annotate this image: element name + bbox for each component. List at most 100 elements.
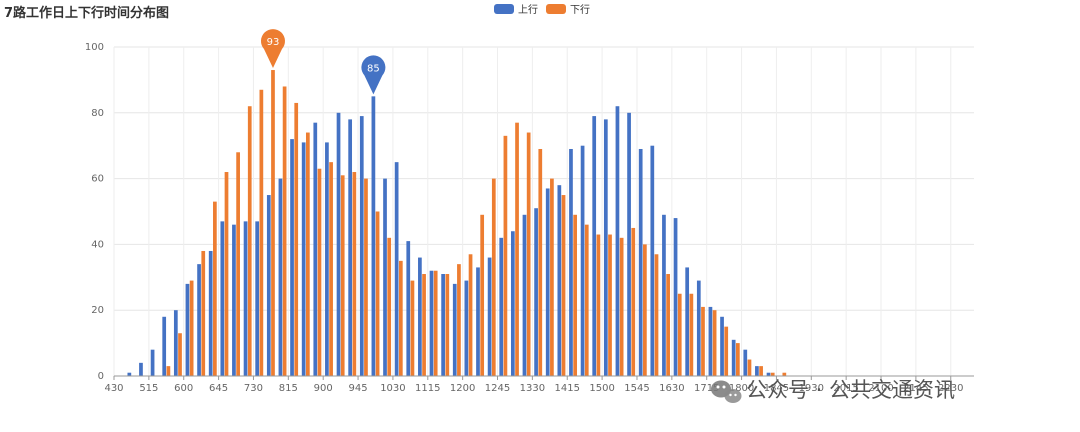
bar-down-1545 <box>643 244 647 376</box>
x-tick-label: 2230 <box>938 383 963 394</box>
bar-down-1630 <box>677 293 682 376</box>
bar-up-600 <box>185 283 190 376</box>
bar-up-1230 <box>487 257 492 376</box>
bar-down-830 <box>305 132 310 376</box>
markers-group: 93 85 <box>260 29 386 95</box>
watermark: 公众号 · 公共交通资讯 <box>711 378 955 403</box>
bar-up-1345 <box>545 188 550 376</box>
bar-down-1115 <box>433 270 438 376</box>
x-tick-label: 900 <box>314 383 333 394</box>
bar-up-500 <box>139 362 143 376</box>
marker-label: 93 <box>267 37 280 48</box>
bar-up-1315 <box>522 214 527 376</box>
legend-swatch <box>494 4 514 14</box>
bar-down-1715 <box>712 310 717 376</box>
y-tick-label: 80 <box>91 108 104 119</box>
x-tick-label: 600 <box>174 383 193 394</box>
bar-up-645 <box>220 221 225 376</box>
bar-down-1730 <box>724 326 729 376</box>
bar-up-1130 <box>441 274 445 376</box>
bars-group <box>127 70 787 377</box>
bar-down-1445 <box>596 234 601 376</box>
x-tick-label: 1115 <box>415 383 440 394</box>
bar-up-615 <box>197 264 201 376</box>
bar-down-1700 <box>701 306 705 376</box>
bar-down-1130 <box>445 274 450 376</box>
bar-up-1000 <box>371 96 376 376</box>
bar-down-1100 <box>422 274 426 376</box>
x-tick-label: 1500 <box>589 383 614 394</box>
bar-down-1830 <box>770 372 775 376</box>
x-tick-label: 430 <box>104 383 123 394</box>
wechat-icon <box>711 380 742 403</box>
bar-down-1145 <box>457 264 461 376</box>
bar-up-1115 <box>429 270 434 376</box>
legend-label: 上行 <box>518 3 538 16</box>
bar-down-1315 <box>526 132 531 376</box>
bar-up-445 <box>127 372 132 376</box>
bar-down-815 <box>294 102 299 377</box>
bar-up-1645 <box>685 267 690 376</box>
bar-up-1500 <box>603 119 608 376</box>
bar-up-815 <box>290 139 294 376</box>
bar-up-1515 <box>615 106 620 376</box>
bar-up-1215 <box>476 267 480 376</box>
bar-up-1530 <box>627 112 631 377</box>
bar-down-1515 <box>619 237 624 376</box>
bar-up-1300 <box>510 231 515 376</box>
bar-down-800 <box>282 86 287 376</box>
x-tick-label: 1715 <box>694 383 719 394</box>
bar-down-1600 <box>654 254 659 376</box>
bar-down-1615 <box>666 274 670 376</box>
bar-up-1830 <box>766 372 771 376</box>
bar-up-1415 <box>569 148 573 376</box>
bar-up-515 <box>150 349 155 376</box>
bar-down-915 <box>340 175 345 376</box>
x-tick-label: 1330 <box>520 383 545 394</box>
marker-pin-1000 <box>361 55 386 95</box>
bar-up-1245 <box>499 237 504 376</box>
grid-lines <box>113 46 974 377</box>
y-tick-label: 100 <box>85 42 104 53</box>
bar-down-1030 <box>398 260 403 376</box>
x-tick-label: 1415 <box>555 383 580 394</box>
bar-up-1445 <box>592 116 597 376</box>
bar-down-1345 <box>550 178 554 376</box>
bar-up-1545 <box>638 148 643 376</box>
bar-down-1430 <box>584 224 589 376</box>
bar-up-1145 <box>452 283 457 376</box>
legend-item-down[interactable]: 下行 <box>546 3 590 16</box>
x-tick-label: 1245 <box>485 383 510 394</box>
x-tick-label: 2015 <box>833 383 858 394</box>
x-tick-label: 645 <box>209 383 228 394</box>
bar-up-1800 <box>743 349 748 376</box>
bar-up-1715 <box>708 306 713 376</box>
bar-up-1015 <box>383 178 387 376</box>
bar-up-1815 <box>755 366 759 376</box>
bar-up-630 <box>208 250 213 376</box>
x-tick-label: 1200 <box>450 383 475 394</box>
bar-down-1000 <box>375 211 380 376</box>
bar-up-1630 <box>673 218 678 376</box>
bar-down-900 <box>329 162 333 376</box>
bar-down-945 <box>364 178 368 376</box>
bar-down-1530 <box>631 227 636 376</box>
y-tick-label: 0 <box>98 371 104 382</box>
bar-down-630 <box>213 201 217 376</box>
bar-up-1730 <box>720 316 724 376</box>
legend-label: 下行 <box>570 3 590 16</box>
y-tick-label: 40 <box>91 239 104 250</box>
bar-up-1700 <box>696 280 701 376</box>
bar-down-645 <box>224 172 229 376</box>
bar-up-900 <box>325 142 329 376</box>
bar-up-1400 <box>557 185 562 376</box>
bar-up-915 <box>336 112 341 377</box>
bar-up-745 <box>266 195 271 376</box>
legend[interactable]: 上行 下行 <box>494 3 590 16</box>
bar-down-1300 <box>515 122 519 376</box>
legend-item-up[interactable]: 上行 <box>494 3 538 16</box>
x-tick-label: 945 <box>349 383 368 394</box>
x-tick-label: 1800 <box>729 383 754 394</box>
bar-down-715 <box>247 106 252 376</box>
